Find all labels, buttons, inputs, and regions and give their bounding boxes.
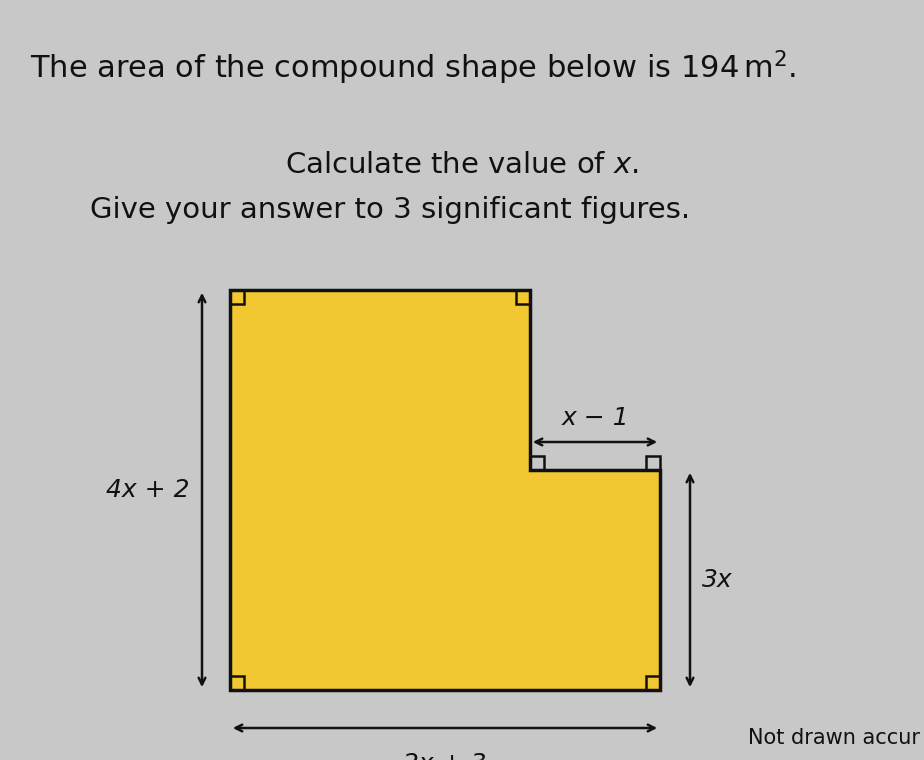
Text: 2x + 3: 2x + 3 — [403, 752, 487, 760]
Text: Give your answer to 3 significant figures.: Give your answer to 3 significant figure… — [90, 196, 690, 224]
Text: 4x + 2: 4x + 2 — [106, 478, 190, 502]
Text: x − 1: x − 1 — [561, 406, 629, 430]
Text: The area of the compound shape below is 194$\,$m$^2$.: The area of the compound shape below is … — [30, 49, 796, 87]
Polygon shape — [230, 290, 660, 690]
Text: Not drawn accur: Not drawn accur — [748, 728, 920, 748]
Text: Calculate the value of $x$.: Calculate the value of $x$. — [286, 151, 638, 179]
Text: 3x: 3x — [702, 568, 733, 592]
